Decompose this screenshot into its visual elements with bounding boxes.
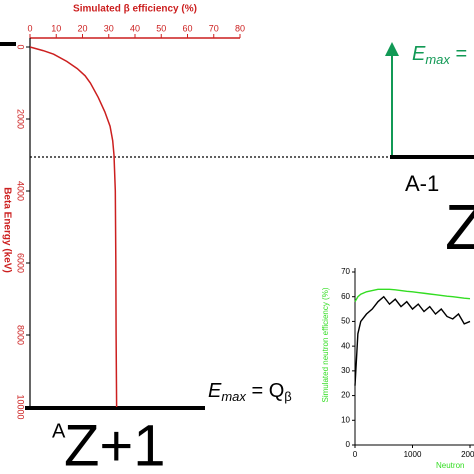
emax-label: Emax = [412,43,467,67]
y-tick-label: 0 [346,440,351,449]
x-tick-label: 60 [182,23,192,33]
x-tick-label: 1000 [404,450,422,459]
parent-symbol: Z+1 [64,413,166,474]
series-line [354,288,471,303]
emax-q-label: Emax = Qβ [208,380,292,404]
y-tick-label: 2000 [16,109,26,129]
y-tick-label: 50 [341,317,350,326]
y-tick-label: 60 [341,292,350,301]
daughter-mass: A-1 [405,171,439,196]
daughter-symbol: Z [445,191,474,263]
y-axis-title: Simulated neutron efficiency (%) [321,287,330,402]
x-tick-label: 0 [353,450,358,459]
inset-background [350,262,474,474]
x-tick-label: 70 [209,23,219,33]
y-tick-label: 20 [341,391,350,400]
x-tick-label: 10 [51,23,61,33]
x-tick-label: 2000 [461,450,474,459]
y-tick-label: 6000 [16,253,26,273]
x-tick-label: 20 [77,23,87,33]
y-tick-label: 10 [341,415,350,424]
parent-mass: A [52,420,66,442]
x-tick-label: 30 [104,23,114,33]
arrow-head [385,42,399,56]
y-tick-label: 30 [341,366,350,375]
efficiency-curve [29,46,118,408]
y-tick-label: 70 [341,267,350,276]
x-tick-label: 50 [156,23,166,33]
x-tick-label: 40 [130,23,140,33]
x-axis-title: Neutron [436,461,464,470]
y-tick-label: 4000 [16,181,26,201]
y-tick-label: 8000 [16,325,26,345]
x-tick-label: 0 [27,23,32,33]
y-tick-label: 10000 [16,394,26,419]
x-tick-label: 80 [235,23,245,33]
y-tick-label: 40 [341,341,350,350]
series-line [354,295,471,386]
y-axis-title: Beta Energy (keV) [1,187,12,273]
x-axis-title: Simulated β efficiency (%) [73,4,197,15]
y-tick-label: 0 [16,44,26,49]
